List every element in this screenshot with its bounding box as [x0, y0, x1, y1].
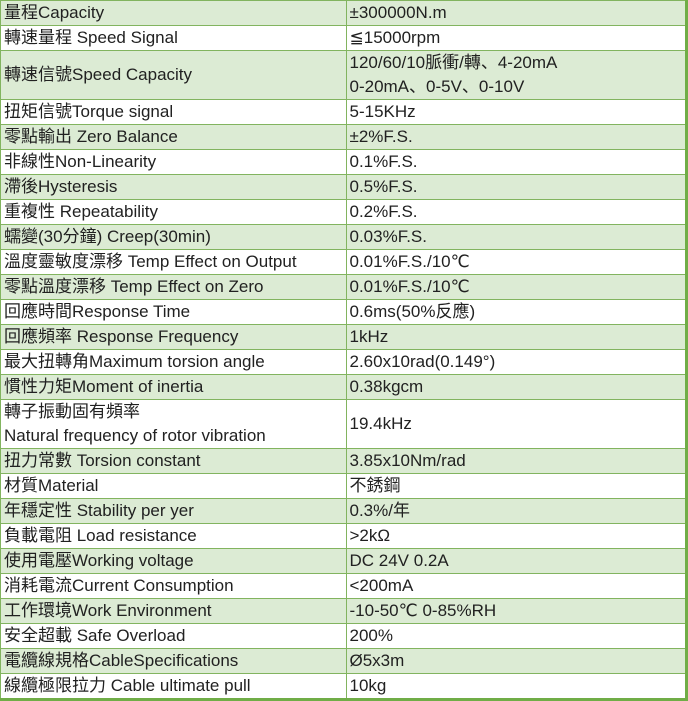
spec-label-cell: 轉速量程 Speed Signal	[0, 25, 347, 51]
table-row: 零點溫度漂移 Temp Effect on Zero 0.01%F.S./10℃	[0, 274, 687, 300]
table-row: 滯後Hysteresis 0.5%F.S.	[0, 174, 687, 200]
spec-value-cell: 0.3%/年	[345, 498, 687, 524]
spec-value-cell: 不銹鋼	[345, 473, 687, 499]
spec-label-cell: 工作環境Work Environment	[0, 598, 347, 624]
spec-value-cell: 5-15KHz	[345, 99, 687, 125]
table-row: 最大扭轉角Maximum torsion angle 2.60x10rad(0.…	[0, 349, 687, 375]
spec-label-cell: 零點溫度漂移 Temp Effect on Zero	[0, 274, 347, 300]
table-row: 溫度靈敏度漂移 Temp Effect on Output 0.01%F.S./…	[0, 249, 687, 275]
spec-value-cell: 0.03%F.S.	[345, 224, 687, 250]
spec-value-cell: 0.6ms(50%反應)	[345, 299, 687, 325]
spec-label-cell: 電纜線規格CableSpecifications	[0, 648, 347, 674]
spec-value-cell: ±2%F.S.	[345, 124, 687, 150]
table-row: 年穩定性 Stability per yer 0.3%/年	[0, 498, 687, 524]
table-row: 使用電壓Working voltage DC 24V 0.2A	[0, 548, 687, 574]
spec-value-cell: -10-50℃ 0-85%RH	[345, 598, 687, 624]
table-row: 重複性 Repeatability 0.2%F.S.	[0, 199, 687, 225]
table-row: 材質Material 不銹鋼	[0, 473, 687, 499]
table-row: 工作環境Work Environment -10-50℃ 0-85%RH	[0, 598, 687, 624]
spec-value-cell: 1kHz	[345, 324, 687, 350]
table-row: 消耗電流Current Consumption <200mA	[0, 573, 687, 599]
table-row: 非線性Non-Linearity 0.1%F.S.	[0, 149, 687, 175]
spec-value-cell: 10kg	[345, 673, 687, 701]
spec-label-cell: 扭矩信號Torque signal	[0, 99, 347, 125]
table-row: 量程Capacity ±300000N.m	[0, 0, 687, 26]
table-row: 回應時間Response Time 0.6ms(50%反應)	[0, 299, 687, 325]
spec-label-cell: 轉子振動固有頻率 Natural frequency of rotor vibr…	[0, 399, 347, 449]
spec-value-cell: 0.5%F.S.	[345, 174, 687, 200]
spec-label-cell: 材質Material	[0, 473, 347, 499]
spec-label-cell: 使用電壓Working voltage	[0, 548, 347, 574]
spec-label-cell: 回應時間Response Time	[0, 299, 347, 325]
spec-label-cell: 零點輸出 Zero Balance	[0, 124, 347, 150]
spec-value-cell: 19.4kHz	[345, 399, 687, 449]
spec-value-cell: 0.1%F.S.	[345, 149, 687, 175]
spec-value-cell: 0.01%F.S./10℃	[345, 249, 687, 275]
table-row: 回應頻率 Response Frequency 1kHz	[0, 324, 687, 350]
table-row: 零點輸出 Zero Balance ±2%F.S.	[0, 124, 687, 150]
table-row: 轉速信號Speed Capacity 120/60/10脈衝/轉、4-20mA …	[0, 50, 687, 100]
spec-label-cell: 線纜極限拉力 Cable ultimate pull	[0, 673, 347, 701]
spec-label-cell: 負載電阻 Load resistance	[0, 523, 347, 549]
table-row: 電纜線規格CableSpecifications Ø5x3m	[0, 648, 687, 674]
spec-value-cell: 0.01%F.S./10℃	[345, 274, 687, 300]
table-row: 線纜極限拉力 Cable ultimate pull 10kg	[0, 673, 687, 701]
spec-value-cell: >2kΩ	[345, 523, 687, 549]
spec-label-cell: 滯後Hysteresis	[0, 174, 347, 200]
spec-value-cell: ≦15000rpm	[345, 25, 687, 51]
spec-value-cell: 120/60/10脈衝/轉、4-20mA 0-20mA、0-5V、0-10V	[345, 50, 687, 100]
spec-value-cell: 0.38kgcm	[345, 374, 687, 400]
table-row: 蠕變(30分鐘) Creep(30min) 0.03%F.S.	[0, 224, 687, 250]
table-row: 慣性力矩Moment of inertia 0.38kgcm	[0, 374, 687, 400]
spec-value-cell: <200mA	[345, 573, 687, 599]
spec-label-cell: 重複性 Repeatability	[0, 199, 347, 225]
spec-label-cell: 非線性Non-Linearity	[0, 149, 347, 175]
spec-value-cell: 200%	[345, 623, 687, 649]
spec-value-cell: Ø5x3m	[345, 648, 687, 674]
spec-value-cell: 3.85x10Nm/rad	[345, 448, 687, 474]
spec-label-cell: 慣性力矩Moment of inertia	[0, 374, 347, 400]
spec-label-cell: 消耗電流Current Consumption	[0, 573, 347, 599]
spec-value-cell: DC 24V 0.2A	[345, 548, 687, 574]
table-row: 轉速量程 Speed Signal ≦15000rpm	[0, 25, 687, 51]
spec-label-cell: 安全超載 Safe Overload	[0, 623, 347, 649]
table-row: 負載電阻 Load resistance >2kΩ	[0, 523, 687, 549]
spec-label-cell: 回應頻率 Response Frequency	[0, 324, 347, 350]
table-row: 轉子振動固有頻率 Natural frequency of rotor vibr…	[0, 399, 687, 449]
table-row: 扭矩信號Torque signal 5-15KHz	[0, 99, 687, 125]
table-row: 扭力常數 Torsion constant 3.85x10Nm/rad	[0, 448, 687, 474]
spec-value-cell: 2.60x10rad(0.149°)	[345, 349, 687, 375]
spec-label-cell: 量程Capacity	[0, 0, 347, 26]
spec-label-cell: 年穩定性 Stability per yer	[0, 498, 347, 524]
spec-label-cell: 轉速信號Speed Capacity	[0, 50, 347, 100]
spec-label-cell: 扭力常數 Torsion constant	[0, 448, 347, 474]
spec-label-cell: 最大扭轉角Maximum torsion angle	[0, 349, 347, 375]
spec-label-cell: 溫度靈敏度漂移 Temp Effect on Output	[0, 249, 347, 275]
spec-value-cell: ±300000N.m	[345, 0, 687, 26]
spec-value-cell: 0.2%F.S.	[345, 199, 687, 225]
table-row: 安全超載 Safe Overload 200%	[0, 623, 687, 649]
spec-label-cell: 蠕變(30分鐘) Creep(30min)	[0, 224, 347, 250]
